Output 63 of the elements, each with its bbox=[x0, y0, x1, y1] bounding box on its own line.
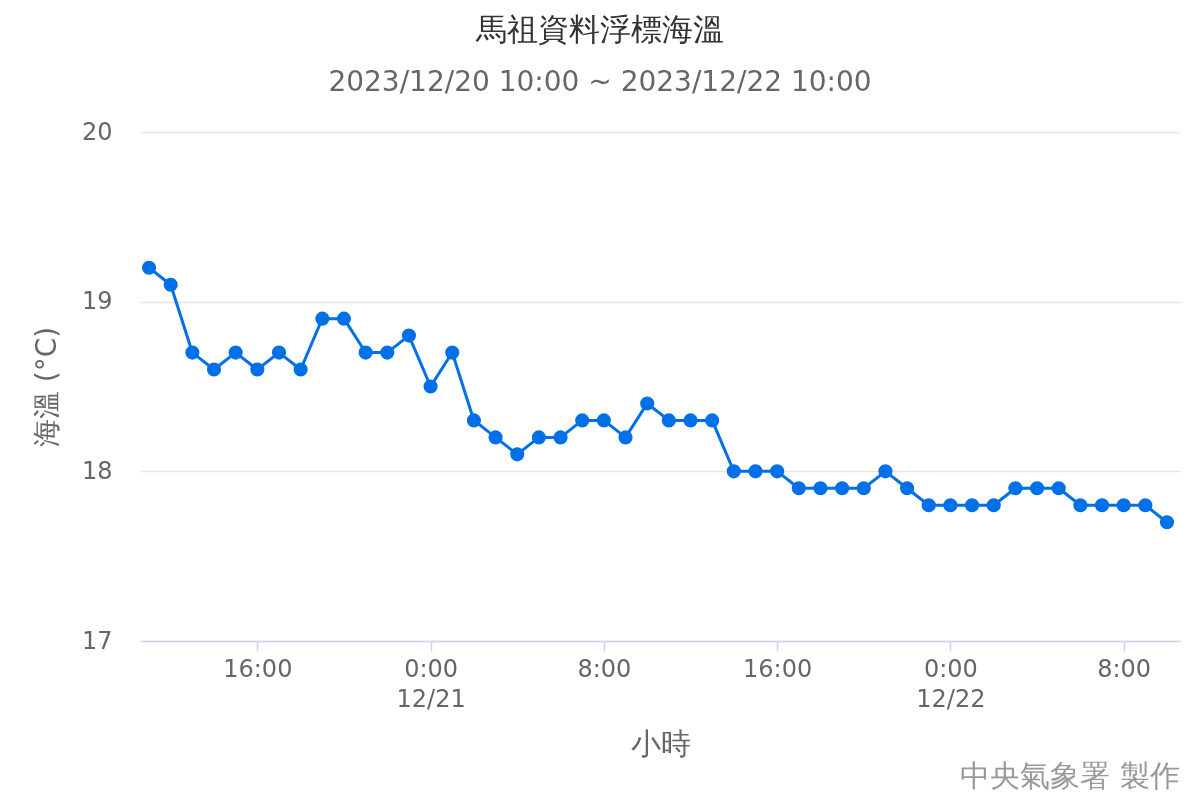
point bbox=[835, 481, 850, 496]
point bbox=[185, 345, 200, 360]
point bbox=[575, 413, 590, 428]
point bbox=[358, 345, 373, 360]
point bbox=[618, 430, 633, 445]
point bbox=[791, 481, 806, 496]
point bbox=[900, 481, 915, 496]
point bbox=[315, 311, 330, 326]
point bbox=[640, 396, 655, 411]
point bbox=[488, 430, 503, 445]
x-tick-label: 8:00 bbox=[577, 654, 632, 683]
y-tick-label: 19 bbox=[81, 287, 113, 316]
y-tick-label: 17 bbox=[81, 626, 113, 655]
point bbox=[1138, 498, 1153, 513]
point bbox=[986, 498, 1001, 513]
point bbox=[965, 498, 980, 513]
y-tick-label: 20 bbox=[81, 117, 113, 146]
point bbox=[271, 345, 287, 360]
point bbox=[293, 362, 308, 377]
x-tick-label: 16:00 bbox=[223, 654, 293, 683]
point bbox=[1159, 515, 1175, 530]
point bbox=[1116, 498, 1131, 513]
point bbox=[423, 379, 438, 394]
point bbox=[510, 447, 525, 462]
point bbox=[596, 413, 611, 428]
chart-subtitle: 2023/12/20 10:00 ~ 2023/12/22 10:00 bbox=[328, 65, 872, 98]
x-tick-label: 8:00 bbox=[1097, 654, 1152, 683]
point bbox=[401, 328, 417, 343]
point bbox=[813, 481, 828, 496]
point bbox=[466, 413, 481, 428]
point bbox=[748, 464, 763, 479]
point bbox=[878, 464, 893, 479]
point bbox=[336, 311, 352, 326]
point bbox=[445, 345, 460, 360]
point bbox=[553, 430, 568, 445]
point bbox=[705, 413, 720, 428]
point bbox=[856, 481, 871, 496]
point bbox=[1029, 481, 1045, 496]
x-tick-label: 0:00 12/22 bbox=[916, 654, 986, 713]
point bbox=[1094, 498, 1110, 513]
x-tick-label: 0:00 12/21 bbox=[396, 654, 466, 713]
point bbox=[726, 464, 741, 479]
point bbox=[531, 430, 546, 445]
y-axis-title: 海溫 (°C) bbox=[29, 326, 63, 448]
point bbox=[1051, 481, 1066, 496]
point bbox=[661, 413, 676, 428]
x-axis-title: 小時 bbox=[630, 725, 691, 761]
point bbox=[206, 362, 222, 377]
text: 中央氣象署 製作 bbox=[960, 758, 1180, 793]
point bbox=[380, 345, 395, 360]
chart-title: 馬祖資料浮標海溫 bbox=[475, 11, 724, 47]
point bbox=[943, 498, 958, 513]
point bbox=[250, 362, 265, 377]
point bbox=[141, 260, 157, 275]
point bbox=[1073, 498, 1088, 513]
point bbox=[163, 277, 178, 292]
point bbox=[921, 498, 936, 513]
point bbox=[1008, 481, 1023, 496]
point bbox=[770, 464, 785, 479]
point bbox=[683, 413, 698, 428]
point bbox=[228, 345, 243, 360]
y-tick-label: 18 bbox=[81, 456, 113, 485]
x-tick-label: 16:00 bbox=[743, 654, 813, 683]
